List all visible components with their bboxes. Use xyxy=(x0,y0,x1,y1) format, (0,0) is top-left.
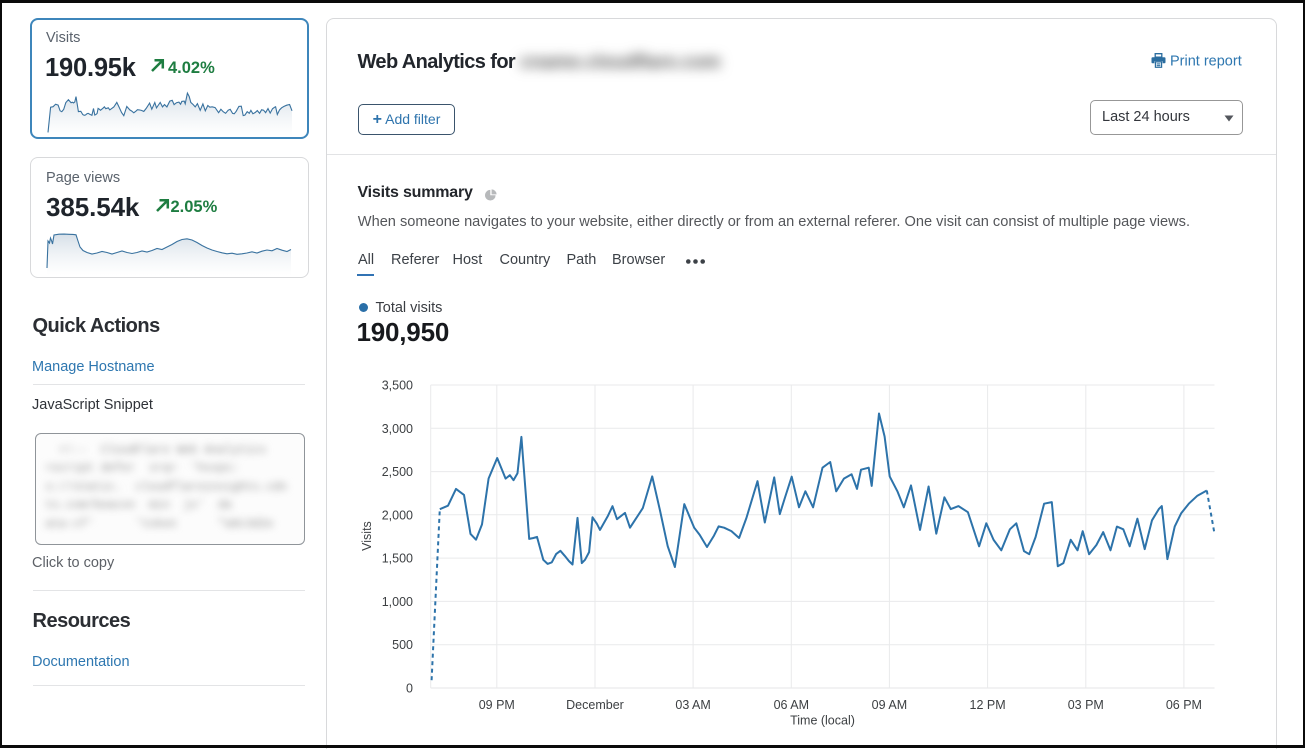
svg-text:3,500: 3,500 xyxy=(382,379,413,393)
svg-text:12 PM: 12 PM xyxy=(970,698,1006,712)
svg-text:0: 0 xyxy=(406,682,413,696)
svg-text:Time (local): Time (local) xyxy=(790,714,855,728)
svg-text:1,000: 1,000 xyxy=(382,595,413,609)
svg-text:December: December xyxy=(566,698,624,712)
svg-text:500: 500 xyxy=(392,638,413,652)
svg-text:06 PM: 06 PM xyxy=(1166,698,1202,712)
svg-text:1,500: 1,500 xyxy=(382,552,413,566)
svg-text:3,000: 3,000 xyxy=(382,422,413,436)
svg-text:03 AM: 03 AM xyxy=(675,698,710,712)
svg-text:09 PM: 09 PM xyxy=(479,698,515,712)
svg-text:03 PM: 03 PM xyxy=(1068,698,1104,712)
svg-text:06 AM: 06 AM xyxy=(774,698,809,712)
svg-text:2,500: 2,500 xyxy=(382,465,413,479)
svg-text:2,000: 2,000 xyxy=(382,508,413,522)
svg-text:09 AM: 09 AM xyxy=(872,698,907,712)
svg-text:Visits: Visits xyxy=(360,521,374,551)
